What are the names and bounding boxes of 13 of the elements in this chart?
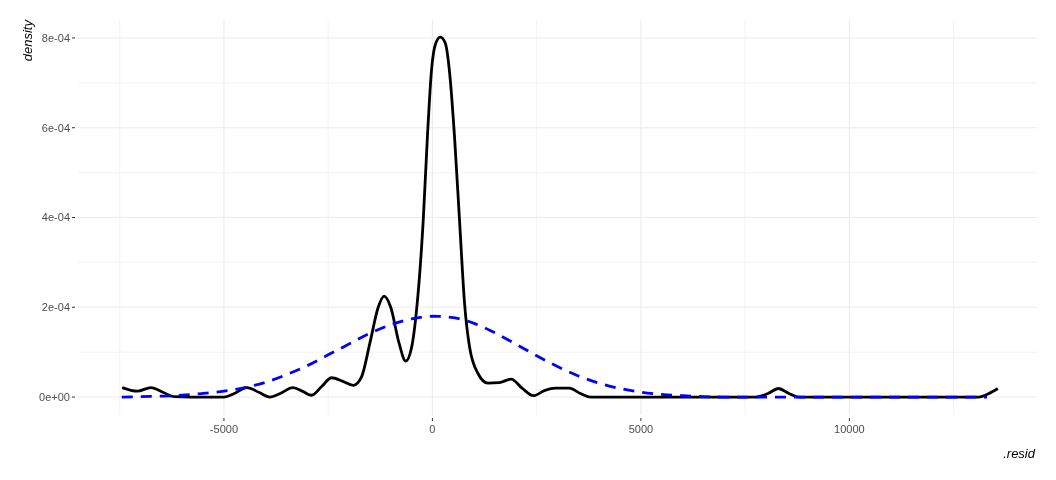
x-tick-label: -5000 — [209, 423, 239, 435]
x-tick-label: 0 — [429, 423, 436, 435]
y-tick-label: 0e+00 — [39, 390, 70, 403]
y-axis-title: density — [20, 18, 35, 62]
y-tick-label: 8e-04 — [41, 31, 70, 44]
y-tick-label: 2e-04 — [41, 301, 70, 314]
x-tick-label: 5000 — [628, 423, 654, 435]
y-tick-label: 4e-04 — [41, 211, 70, 224]
y-tick-label: 6e-04 — [41, 121, 70, 134]
line-series — [120, 35, 1000, 399]
x-tick-label: 10000 — [834, 423, 865, 435]
line-series — [120, 314, 989, 399]
x-axis-title: .resid — [1003, 446, 1036, 461]
